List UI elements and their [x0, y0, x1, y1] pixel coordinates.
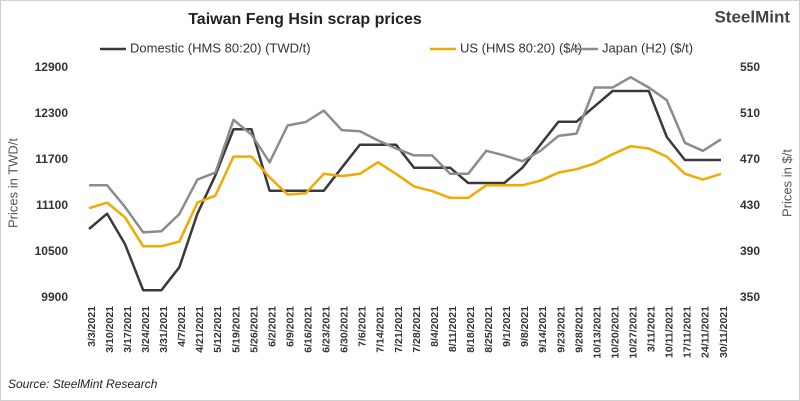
series-line	[88, 144, 722, 248]
x-tick-label: 9/23/2021	[555, 306, 567, 353]
x-tick-label: 3/31/2021	[158, 306, 170, 353]
x-tick-label: 7/6/2021	[357, 306, 369, 347]
x-tick-label: 10/20/2021	[609, 306, 621, 359]
x-tick-label: 3/10/2021	[104, 306, 116, 353]
x-tick-label: 7/14/2021	[375, 306, 387, 353]
x-tick-label: 8/11/2021	[447, 306, 459, 352]
x-tick-label: 6/9/2021	[284, 306, 296, 347]
y-tick-label: 12300	[35, 106, 69, 120]
x-tick-label: 5/19/2021	[230, 306, 242, 353]
x-tick-label: 3/3/2021	[86, 306, 98, 347]
y2-tick-label: 390	[740, 244, 760, 258]
x-tick-label: 9/1/2021	[501, 306, 513, 347]
logo: SteelMint	[714, 7, 790, 26]
x-tick-label: 8/4/2021	[429, 306, 441, 347]
x-tick-label: 7/21/2021	[393, 306, 405, 353]
x-tick-label: 3/17/2021	[122, 306, 134, 353]
x-tick-label: 24/11/2021	[700, 306, 712, 358]
y2-tick-label: 550	[740, 60, 760, 74]
x-tick-label: 4/21/2021	[194, 306, 206, 353]
x-tick-label: 9/14/2021	[537, 306, 549, 353]
x-tick-label: 9/28/2021	[573, 306, 585, 353]
x-tick-label: 6/30/2021	[339, 306, 351, 353]
y-tick-label: 11700	[35, 152, 68, 166]
x-tick-label: 10/13/2021	[591, 306, 603, 359]
x-tick-label: 7/28/2021	[411, 306, 423, 353]
series-line	[88, 89, 721, 292]
x-tick-label: 3/11/2021	[646, 306, 658, 352]
x-tick-label: 9/8/2021	[519, 306, 531, 347]
x-tick-label: 8/18/2021	[465, 306, 477, 353]
series-line	[89, 75, 722, 234]
x-tick-label: 6/23/2021	[321, 306, 333, 353]
y2-tick-label: 430	[740, 198, 760, 212]
y2-axis-title: Prices in $/t	[779, 149, 794, 217]
x-tick-label: 8/25/2021	[483, 306, 495, 353]
y-tick-label: 10500	[35, 244, 69, 258]
x-tick-label: 10/27/2021	[627, 306, 639, 359]
legend-label: Domestic (HMS 80:20) (TWD/t)	[130, 40, 311, 55]
x-tick-label: 5/26/2021	[248, 306, 260, 353]
x-tick-label: 6/2/2021	[266, 306, 278, 347]
y2-tick-label: 510	[740, 106, 760, 120]
x-tick-label: 30/11/2021	[718, 306, 730, 358]
chart-title: Taiwan Feng Hsin scrap prices	[188, 11, 422, 28]
source: Source: SteelMint Research	[8, 377, 158, 391]
x-tick-label: 5/12/2021	[212, 306, 224, 353]
legend-label: Japan (H2) ($/t)	[602, 40, 693, 55]
y-tick-label: 12900	[35, 60, 69, 74]
y2-tick-label: 350	[740, 290, 760, 304]
x-tick-label: 4/7/2021	[176, 306, 188, 347]
x-tick-label: 6/16/2021	[302, 306, 314, 353]
y-tick-label: 11100	[36, 198, 68, 212]
x-tick-label: 10/11/2021	[664, 306, 676, 358]
y2-tick-label: 470	[740, 152, 760, 166]
y-tick-label: 9900	[41, 290, 68, 304]
x-tick-label: 17/11/2021	[682, 306, 694, 358]
legend-label: US (HMS 80:20) ($/t)	[460, 40, 582, 55]
x-tick-label: 3/24/2021	[140, 306, 152, 353]
y-axis-title: Prices in TWD/t	[5, 138, 20, 228]
